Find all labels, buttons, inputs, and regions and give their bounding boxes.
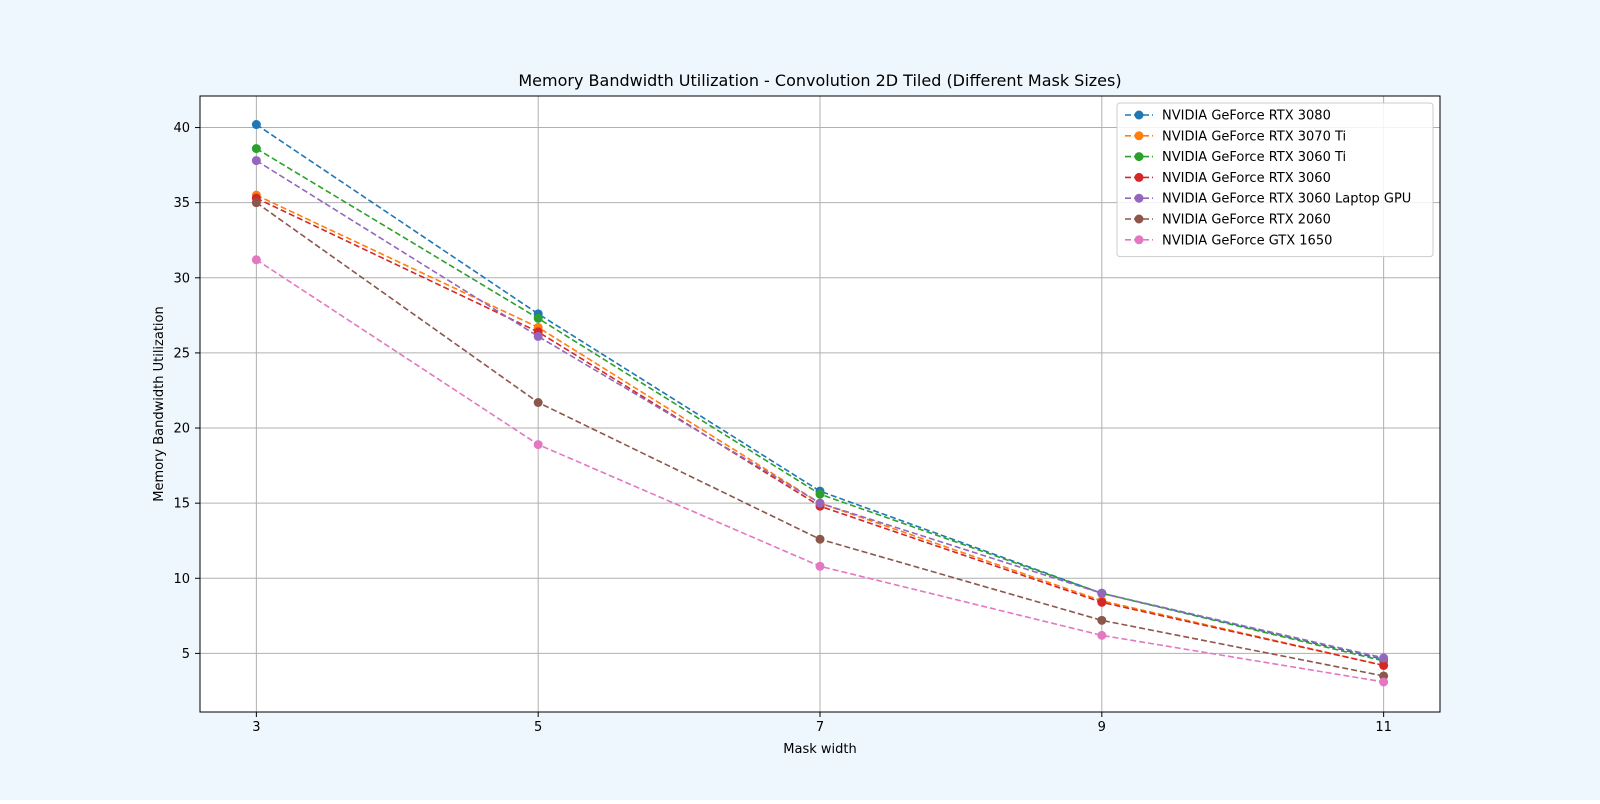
data-point [533,331,543,341]
series-5 [251,156,1389,663]
legend-item: NVIDIA GeForce RTX 3070 Ti [1125,129,1346,144]
legend-item: NVIDIA GeForce GTX 1650 [1125,233,1332,248]
series-layer [251,120,1389,687]
legend: NVIDIA GeForce RTX 3080 NVIDIA GeForce RT… [1116,102,1434,258]
legend-label: NVIDIA GeForce RTX 3060 Laptop GPU [1162,192,1411,207]
x-axis-label: Mask width [783,742,856,757]
y-tick-label: 30 [173,271,190,286]
data-point [1379,677,1389,687]
data-point [815,534,825,544]
legend-label: NVIDIA GeForce RTX 3060 Ti [1162,150,1346,165]
x-tick-label: 7 [816,720,824,735]
y-tick-label: 25 [173,346,190,361]
data-point [815,489,825,499]
data-point [533,313,543,323]
legend-marker [1134,110,1144,120]
data-point [1379,660,1389,670]
legend-item: NVIDIA GeForce RTX 3060 Ti [1125,150,1346,165]
data-point [533,397,543,407]
y-tick-label: 40 [173,121,190,136]
legend-marker [1134,152,1144,162]
legend-label: NVIDIA GeForce RTX 3080 [1162,109,1331,124]
legend-box [1116,102,1434,258]
legend-label: NVIDIA GeForce RTX 2060 [1162,213,1331,228]
data-point [1097,630,1107,640]
data-point [1097,615,1107,625]
x-tick-label: 3 [252,720,260,735]
legend-label: NVIDIA GeForce GTX 1650 [1162,233,1332,248]
y-tick-label: 35 [173,196,190,211]
y-tick-label: 15 [173,497,190,512]
data-point [251,255,261,265]
legend-item: NVIDIA GeForce RTX 2060 [1125,213,1331,228]
legend-marker [1134,235,1144,245]
legend-label: NVIDIA GeForce RTX 3060 [1162,171,1331,186]
y-tick-label: 10 [173,572,190,587]
series-7 [251,255,1389,687]
data-point [1097,597,1107,607]
data-point [251,156,261,166]
legend-item: NVIDIA GeForce RTX 3060 Laptop GPU [1125,192,1411,207]
legend-item: NVIDIA GeForce RTX 3080 [1125,109,1331,124]
data-point [815,561,825,571]
legend-label: NVIDIA GeForce RTX 3070 Ti [1162,129,1346,144]
data-point [533,440,543,450]
legend-marker [1134,214,1144,224]
chart-title: Memory Bandwidth Utilization - Convoluti… [518,71,1121,90]
legend-marker [1134,131,1144,141]
legend-marker [1134,193,1144,203]
y-axis-label: Memory Bandwidth Utilization [152,306,167,501]
data-point [1097,588,1107,598]
y-tick-label: 5 [182,647,190,662]
legend-marker [1134,172,1144,182]
x-axis-ticks: 3 5 7 9 11 [252,712,1392,735]
series-line [255,123,1384,661]
x-tick-label: 5 [534,720,542,735]
x-tick-label: 9 [1098,720,1106,735]
data-point [1379,653,1389,663]
data-point [251,120,261,130]
y-tick-label: 20 [173,422,190,437]
y-axis-ticks: 5 10 15 20 25 30 35 40 [173,121,200,662]
data-point [815,498,825,508]
data-point [251,144,261,154]
legend-item: NVIDIA GeForce RTX 3060 [1125,171,1331,186]
series-6 [251,198,1389,681]
x-tick-label: 11 [1375,720,1392,735]
data-point [251,198,261,208]
